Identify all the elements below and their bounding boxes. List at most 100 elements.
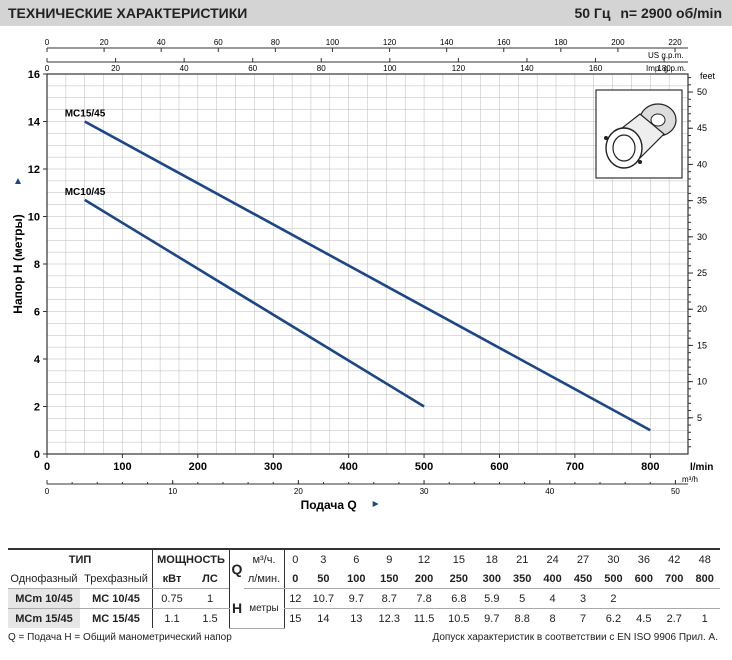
usgpm-tick-label: 200 xyxy=(611,38,625,47)
x-tick-label: 600 xyxy=(490,461,508,473)
qm3-5: 15 xyxy=(441,548,477,569)
qm3-7: 21 xyxy=(507,548,538,569)
qm3-11: 36 xyxy=(628,548,660,569)
r1-h5: 6.8 xyxy=(441,588,477,609)
m3h-tick-label: 40 xyxy=(545,487,554,496)
pump-illustration xyxy=(595,89,683,179)
y-tick-label: 12 xyxy=(28,164,40,176)
page-title: ТЕХНИЧЕСКИЕ ХАРАКТЕРИСТИКИ xyxy=(8,5,248,21)
r1-h12 xyxy=(659,588,690,609)
usgpm-tick-label: 0 xyxy=(45,38,50,47)
usgpm-tick-label: 60 xyxy=(214,38,223,47)
three-phase-label: Трехфазный xyxy=(80,569,153,589)
qm3-3: 9 xyxy=(371,548,407,569)
frequency-label: 50 Гц xyxy=(574,5,611,21)
h-label: H xyxy=(229,588,244,629)
curve-label: MC15/45 xyxy=(65,109,106,120)
ql-9: 450 xyxy=(567,569,599,589)
row2-hp: 1.5 xyxy=(202,612,218,625)
row1-hp: 1 xyxy=(191,588,230,609)
ql-3: 150 xyxy=(371,569,407,589)
y-tick-label: 0 xyxy=(34,449,40,461)
row2-three: MC 15/45 xyxy=(92,612,140,625)
x-tick-label: 100 xyxy=(113,461,131,473)
row2-single: MCm 15/45 xyxy=(8,608,80,628)
impgpm-tick-label: 120 xyxy=(452,64,466,73)
qm3-9: 27 xyxy=(567,548,599,569)
x-tick-label: 300 xyxy=(264,461,282,473)
impgpm-unit-label: Imp. g.p.m. xyxy=(646,64,686,73)
impgpm-tick-label: 80 xyxy=(317,64,326,73)
usgpm-unit-label: US g.p.m. xyxy=(648,51,684,60)
feet-tick-label: 40 xyxy=(697,159,707,169)
r2-h3: 12.3 xyxy=(378,612,400,625)
usgpm-tick-label: 120 xyxy=(383,38,397,47)
row2-kw: 1.1 xyxy=(152,608,191,628)
m3h-tick-label: 0 xyxy=(45,487,50,496)
r1-h7: 5 xyxy=(507,588,538,609)
x-axis-title: Подача Q xyxy=(301,498,357,512)
qm3-6: 18 xyxy=(476,548,507,569)
r1-h0: 12 xyxy=(283,588,306,609)
qm3-0: 0 xyxy=(283,548,306,569)
footer-legend: Q = Подача H = Общий манометрический нап… xyxy=(8,632,232,643)
r2-h0: 15 xyxy=(283,608,306,628)
x-tick-label: 500 xyxy=(415,461,433,473)
impgpm-tick-label: 40 xyxy=(180,64,189,73)
ql-11: 600 xyxy=(628,569,660,589)
header-spec: 50 Гц n= 2900 об/min xyxy=(568,5,722,21)
power-header: МОЩНОСТЬ xyxy=(152,548,230,569)
usgpm-tick-label: 140 xyxy=(440,38,454,47)
feet-tick-label: 35 xyxy=(697,196,707,206)
y-tick-label: 6 xyxy=(34,307,40,319)
r2-h2: 13 xyxy=(350,612,363,625)
single-phase-label: Однофазный xyxy=(8,569,80,589)
m3h-unit: м³/ч. xyxy=(244,548,285,569)
impgpm-tick-label: 20 xyxy=(111,64,120,73)
ql-10: 500 xyxy=(598,569,629,589)
x-axis-arrow xyxy=(372,501,379,507)
r1-h11 xyxy=(628,588,660,609)
qm3-12: 42 xyxy=(659,548,690,569)
usgpm-tick-label: 180 xyxy=(554,38,568,47)
r2-h11: 4.5 xyxy=(636,612,652,625)
hp-label: ЛС xyxy=(191,569,230,589)
row1-three: MC 10/45 xyxy=(80,588,153,609)
feet-tick-label: 30 xyxy=(697,232,707,242)
feet-tick-label: 25 xyxy=(697,268,707,278)
m3h-unit-label: m³/h xyxy=(682,475,698,484)
usgpm-tick-label: 220 xyxy=(668,38,682,47)
ql-4: 200 xyxy=(407,569,442,589)
qm3-4: 12 xyxy=(407,548,442,569)
y-tick-label: 10 xyxy=(28,212,40,224)
r1-h4: 7.8 xyxy=(407,588,442,609)
r1-h10: 2 xyxy=(598,588,629,609)
impgpm-tick-label: 180 xyxy=(657,64,671,73)
r2-h13: 1 xyxy=(701,612,708,625)
feet-tick-label: 50 xyxy=(697,87,707,97)
usgpm-tick-label: 100 xyxy=(326,38,340,47)
r2-h4: 11.5 xyxy=(413,612,435,625)
impgpm-tick-label: 0 xyxy=(45,64,50,73)
r2-h6: 9.7 xyxy=(484,612,500,625)
feet-unit-label: feet xyxy=(700,71,716,81)
r2-h9: 7 xyxy=(579,612,587,625)
impgpm-tick-label: 60 xyxy=(248,64,257,73)
feet-tick-label: 20 xyxy=(697,304,707,314)
y-tick-label: 16 xyxy=(28,69,40,81)
x-tick-label: 0 xyxy=(44,461,50,473)
r2-h7: 8.8 xyxy=(514,612,530,625)
ql-5: 250 xyxy=(441,569,477,589)
lmin-unit: л/мин. xyxy=(244,569,285,589)
qm3-1: 3 xyxy=(305,548,342,569)
r2-h5: 10.5 xyxy=(448,612,470,625)
x-tick-label: 800 xyxy=(641,461,659,473)
usgpm-tick-label: 20 xyxy=(100,38,109,47)
curve-label: MC10/45 xyxy=(65,187,106,198)
row1-single: MCm 10/45 xyxy=(8,588,80,609)
r1-h2: 9.7 xyxy=(341,588,372,609)
y-tick-label: 14 xyxy=(28,117,41,129)
feet-tick-label: 15 xyxy=(697,340,707,350)
m3h-tick-label: 20 xyxy=(294,487,303,496)
